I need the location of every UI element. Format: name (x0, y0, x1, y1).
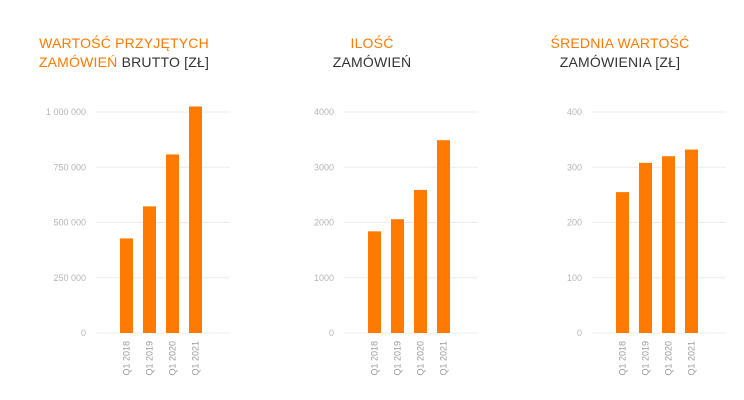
bar (391, 219, 404, 333)
chart-title-line-2: ZAMÓWIENIA [ZŁ] (496, 53, 744, 72)
chart-title-accent: ZAMÓWIEŃ (38, 54, 118, 70)
x-category-label: Q1 2020 (416, 341, 426, 376)
bar (143, 206, 156, 333)
y-tick-label: 400 (567, 107, 582, 117)
bar (189, 106, 202, 333)
x-category-label: Q1 2021 (687, 341, 697, 376)
bar (414, 189, 427, 333)
y-tick-label: 1 000 000 (46, 107, 86, 117)
chart-title-rest: BRUTTO [ZŁ] (117, 54, 210, 70)
chart-title-line-2: ZAMÓWIEŃ BRUTTO [ZŁ] (0, 53, 248, 72)
bar (437, 140, 450, 333)
chart-title-rest: ZAMÓWIENIA [ZŁ] (559, 54, 681, 70)
y-tick-label: 300 (567, 162, 582, 172)
y-tick-label: 1000 (314, 273, 334, 283)
x-category-label: Q1 2019 (145, 341, 155, 376)
x-category-label: Q1 2020 (168, 341, 178, 376)
y-tick-label: 0 (577, 328, 582, 338)
y-tick-label: 0 (329, 328, 334, 338)
bar (120, 238, 133, 333)
chart-title-line-2: ZAMÓWIEŃ (248, 53, 496, 72)
chart-title-line-1: WARTOŚĆ PRZYJĘTYCH (0, 34, 248, 53)
bar-chart-order-count: 0 1000 2000 3000 4000 Q1 2018 Q1 2019 Q1 2020 Q1… (314, 107, 478, 376)
chart-title-line-1: ILOŚĆ (248, 34, 496, 53)
y-tick-label: 100 (567, 273, 582, 283)
y-tick-label: 750 000 (53, 162, 86, 172)
y-tick-label: 3000 (314, 162, 334, 172)
bar (616, 192, 629, 333)
bar (166, 154, 179, 333)
y-tick-label: 0 (81, 328, 86, 338)
bar (639, 162, 652, 333)
y-tick-label: 2000 (314, 218, 334, 228)
x-category-label: Q1 2018 (618, 341, 628, 376)
x-category-label: Q1 2019 (393, 341, 403, 376)
y-tick-label: 4000 (314, 107, 334, 117)
x-category-label: Q1 2021 (191, 341, 201, 376)
chart-panel-order-value: WARTOŚĆ PRZYJĘTYCH ZAMÓWIEŃ BRUTTO [ZŁ] … (0, 0, 248, 400)
x-category-label: Q1 2019 (641, 341, 651, 376)
chart-title-rest: ZAMÓWIEŃ (332, 54, 412, 70)
bar (662, 156, 675, 333)
chart-panel-average-order-value: ŚREDNIA WARTOŚĆ ZAMÓWIENIA [ZŁ] 0 100 200 3… (496, 0, 744, 400)
chart-title: WARTOŚĆ PRZYJĘTYCH ZAMÓWIEŃ BRUTTO [ZŁ] (0, 34, 248, 72)
chart-panel-order-count: ILOŚĆ ZAMÓWIEŃ 0 1000 2000 3000 4000 Q1 2018 Q… (248, 0, 496, 400)
chart-title: ŚREDNIA WARTOŚĆ ZAMÓWIENIA [ZŁ] (496, 34, 744, 72)
chart-title-line-1: ŚREDNIA WARTOŚĆ (496, 34, 744, 53)
bar (685, 149, 698, 333)
x-category-label: Q1 2021 (439, 341, 449, 376)
bar (368, 231, 381, 333)
y-tick-label: 200 (567, 218, 582, 228)
chart-title-accent: WARTOŚĆ PRZYJĘTYCH (39, 35, 209, 51)
chart-title: ILOŚĆ ZAMÓWIEŃ (248, 34, 496, 72)
x-category-label: Q1 2018 (122, 341, 132, 376)
chart-title-accent: ŚREDNIA WARTOŚĆ (550, 35, 690, 51)
y-tick-label: 500 000 (53, 218, 86, 228)
x-category-label: Q1 2018 (370, 341, 380, 376)
chart-title-accent: ILOŚĆ (350, 35, 394, 51)
x-category-label: Q1 2020 (664, 341, 674, 376)
bar-chart-order-value: 0 250 000 500 000 750 000 1 000 000 Q1 2018 Q1… (46, 106, 230, 376)
bar-chart-average-order-value: 0 100 200 300 400 Q1 2018 Q1 2019 Q1 2020 Q1 202… (567, 107, 726, 376)
y-tick-label: 250 000 (53, 273, 86, 283)
